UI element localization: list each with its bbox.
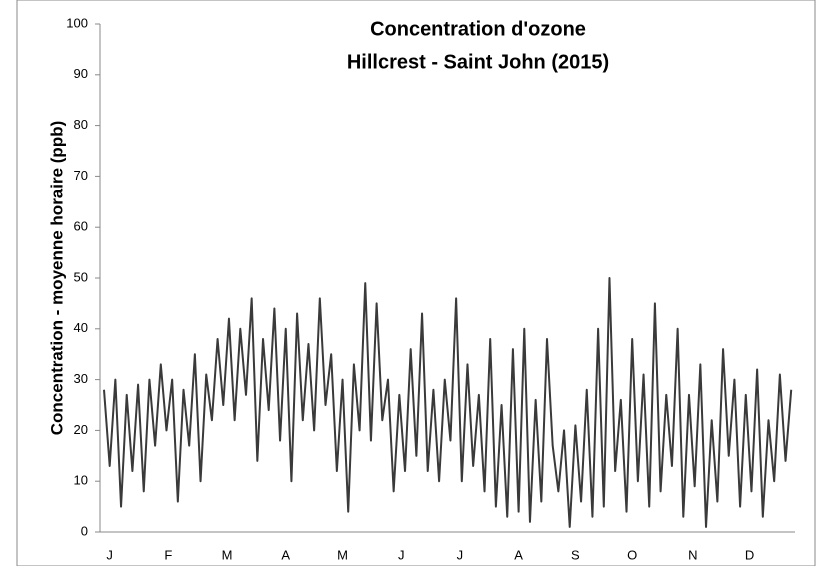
y-tick-label: 30 bbox=[74, 371, 88, 386]
x-tick-label: M bbox=[337, 547, 348, 562]
x-tick-label: J bbox=[106, 547, 113, 562]
y-tick-label: 100 bbox=[66, 15, 88, 30]
chart-title: Concentration d'ozone bbox=[370, 18, 586, 40]
x-tick-label: S bbox=[571, 547, 580, 562]
x-tick-label: A bbox=[514, 547, 523, 562]
y-tick-label: 60 bbox=[74, 219, 88, 234]
x-tick-label: O bbox=[627, 547, 637, 562]
y-tick-label: 20 bbox=[74, 422, 88, 437]
data-line bbox=[103, 277, 793, 528]
x-tick-label: J bbox=[398, 547, 405, 562]
x-tick-label: D bbox=[745, 547, 754, 562]
y-axis-title: Concentration - moyenne horaire (ppb) bbox=[47, 121, 66, 436]
y-tick-label: 40 bbox=[74, 320, 88, 335]
x-tick-label: J bbox=[457, 547, 464, 562]
y-tick-label: 0 bbox=[81, 523, 88, 538]
x-tick-label: F bbox=[164, 547, 172, 562]
y-tick-label: 80 bbox=[74, 117, 88, 132]
x-tick-label: N bbox=[688, 547, 697, 562]
chart-subtitle: Hillcrest - Saint John (2015) bbox=[347, 51, 609, 73]
y-tick-label: 70 bbox=[74, 168, 88, 183]
x-tick-label: M bbox=[222, 547, 233, 562]
y-tick-label: 50 bbox=[74, 269, 88, 284]
x-tick-label: A bbox=[281, 547, 290, 562]
y-tick-label: 90 bbox=[74, 66, 88, 81]
y-tick-label: 10 bbox=[74, 473, 88, 488]
